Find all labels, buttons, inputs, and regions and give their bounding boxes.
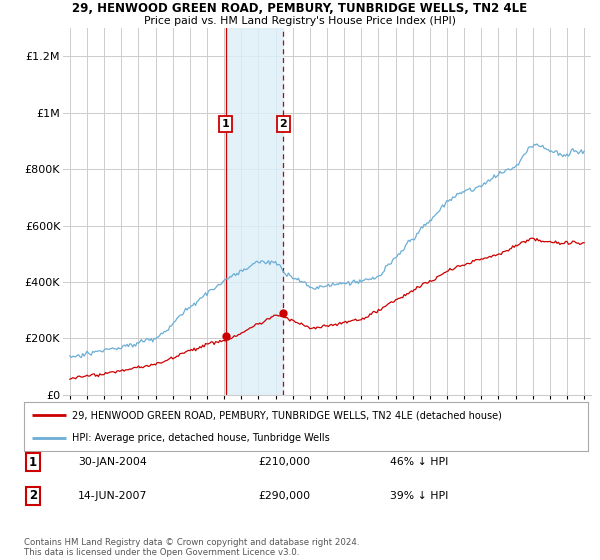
Text: 29, HENWOOD GREEN ROAD, PEMBURY, TUNBRIDGE WELLS, TN2 4LE (detached house): 29, HENWOOD GREEN ROAD, PEMBURY, TUNBRID… [72, 410, 502, 420]
Text: £210,000: £210,000 [258, 457, 310, 467]
Text: HPI: Average price, detached house, Tunbridge Wells: HPI: Average price, detached house, Tunb… [72, 433, 329, 442]
Text: 30-JAN-2004: 30-JAN-2004 [78, 457, 147, 467]
Text: 39% ↓ HPI: 39% ↓ HPI [390, 491, 448, 501]
Text: Price paid vs. HM Land Registry's House Price Index (HPI): Price paid vs. HM Land Registry's House … [144, 16, 456, 26]
Text: 2: 2 [280, 119, 287, 129]
Text: Contains HM Land Registry data © Crown copyright and database right 2024.
This d: Contains HM Land Registry data © Crown c… [24, 538, 359, 557]
Bar [226, 28, 283, 395]
Text: 1: 1 [29, 455, 37, 469]
Text: 29, HENWOOD GREEN ROAD, PEMBURY, TUNBRIDGE WELLS, TN2 4LE: 29, HENWOOD GREEN ROAD, PEMBURY, TUNBRID… [73, 2, 527, 15]
Text: 46% ↓ HPI: 46% ↓ HPI [390, 457, 448, 467]
Text: 14-JUN-2007: 14-JUN-2007 [78, 491, 148, 501]
Text: £290,000: £290,000 [258, 491, 310, 501]
Text: 1: 1 [221, 119, 229, 129]
Text: 2: 2 [29, 489, 37, 502]
